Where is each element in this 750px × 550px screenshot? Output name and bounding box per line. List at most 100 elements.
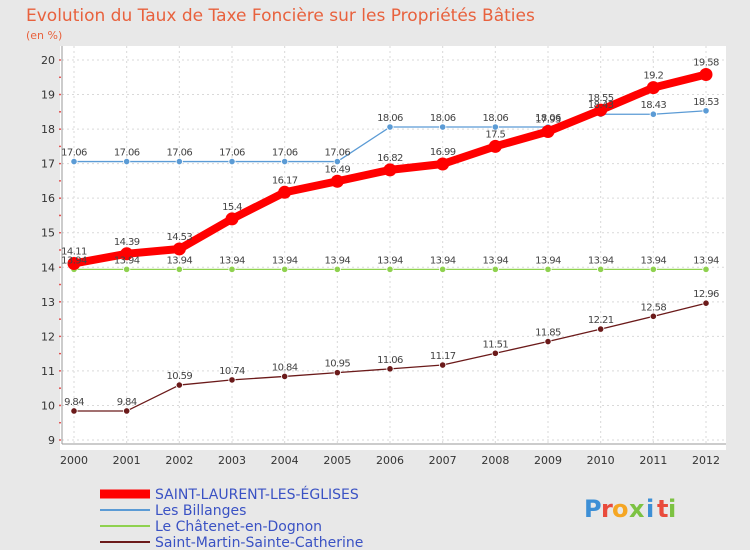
y-axis-tick-mark: [59, 387, 61, 390]
data-label: 13.94: [377, 255, 403, 266]
data-label: 13.94: [114, 255, 140, 266]
x-tick-label: 2012: [692, 454, 720, 467]
x-tick-label: 2009: [534, 454, 562, 467]
y-axis-tick-mark: [59, 59, 61, 61]
data-label: 18.53: [693, 97, 719, 108]
data-label: 13.94: [61, 255, 87, 266]
data-label: 18.06: [483, 113, 509, 124]
x-tick-label: 2001: [113, 454, 141, 467]
y-tick-label: 18: [41, 123, 55, 136]
logo-letter: o: [612, 495, 629, 523]
x-tick-label: 2006: [376, 454, 404, 467]
data-label: 17.06: [325, 148, 351, 159]
y-axis-tick-mark: [59, 180, 61, 182]
data-point: [597, 325, 605, 333]
logo-letter: i: [668, 495, 676, 523]
data-label: 16.82: [377, 153, 403, 164]
data-label: 11.06: [377, 355, 403, 366]
data-point: [491, 349, 499, 357]
logo-letter: t: [657, 495, 668, 523]
y-tick-label: 20: [41, 54, 55, 67]
x-tick-label: 2000: [60, 454, 88, 467]
data-point: [278, 185, 292, 199]
data-point: [228, 157, 236, 166]
data-point: [439, 265, 447, 273]
data-label: 11.17: [430, 351, 456, 362]
y-axis-tick-mark: [59, 404, 61, 407]
data-label: 17.5: [485, 129, 505, 140]
data-label: 13.94: [483, 255, 509, 266]
y-axis-tick-mark: [59, 352, 61, 355]
data-point: [386, 123, 394, 131]
legend-label: SAINT-LAURENT-LES-ÉGLISES: [155, 486, 359, 503]
y-axis-tick-mark: [59, 93, 61, 96]
y-tick-label: 17: [41, 158, 55, 171]
data-point: [175, 157, 183, 166]
y-tick-label: 14: [41, 261, 55, 274]
data-point: [333, 265, 341, 273]
x-tick-label: 2005: [323, 454, 351, 467]
x-tick-label: 2004: [271, 454, 299, 467]
data-point: [594, 103, 608, 117]
data-point: [70, 407, 78, 415]
logo-letter: r: [601, 495, 613, 523]
data-label: 13.94: [219, 255, 245, 266]
data-point: [436, 157, 450, 171]
y-axis-tick-mark: [59, 76, 61, 79]
y-tick-label: 16: [41, 192, 55, 205]
data-point: [281, 265, 289, 273]
y-tick-label: 10: [41, 399, 55, 412]
y-axis-tick-mark: [59, 145, 61, 148]
data-label: 12.58: [641, 302, 667, 313]
y-tick-label: 15: [41, 227, 55, 240]
y-tick-label: 11: [41, 365, 55, 378]
data-point: [702, 265, 710, 273]
y-axis-tick-mark: [59, 300, 61, 303]
y-axis-tick-mark: [59, 110, 61, 113]
x-tick-label: 2003: [218, 454, 246, 467]
unit-label: (en %): [26, 29, 62, 42]
y-axis-tick-mark: [59, 335, 61, 338]
y-axis-tick-mark: [59, 266, 61, 269]
data-label: 16.17: [272, 175, 298, 186]
data-label: 13.94: [167, 255, 193, 266]
data-label: 18.55: [588, 93, 614, 104]
data-label: 17.06: [114, 148, 140, 159]
data-point: [649, 265, 657, 273]
data-label: 13.94: [588, 255, 614, 266]
y-tick-label: 12: [41, 330, 55, 343]
data-point: [123, 157, 131, 166]
data-point: [491, 265, 499, 273]
data-label: 14.39: [114, 237, 140, 248]
data-labels: 9.84 9.84 10.59 10.74 10.84 10.95 11.06 11.17 11…: [61, 58, 719, 408]
x-tick-label: 2011: [639, 454, 667, 467]
data-point: [175, 265, 183, 273]
data-label: 13.94: [325, 255, 351, 266]
data-label: 17.06: [219, 148, 245, 159]
data-point: [172, 242, 186, 256]
legend-label: Saint-Martin-Sainte-Catherine: [155, 535, 363, 550]
legend-label: Les Billanges: [155, 503, 246, 519]
data-label: 11.51: [483, 339, 509, 350]
data-label: 16.49: [325, 164, 351, 175]
data-label: 19.58: [693, 58, 719, 69]
data-point: [544, 265, 552, 273]
data-point: [123, 265, 131, 273]
data-point: [225, 212, 239, 226]
data-label: 13.94: [430, 255, 456, 266]
data-label: 17.06: [167, 148, 193, 159]
y-axis-tick-mark: [59, 318, 61, 320]
y-tick-label: 19: [41, 89, 55, 102]
data-point: [699, 68, 713, 82]
data-point: [541, 125, 555, 139]
data-label: 13.94: [535, 255, 561, 266]
y-axis-tick-mark: [59, 370, 61, 372]
data-label: 18.06: [535, 113, 561, 124]
data-label: 12.96: [693, 289, 719, 300]
data-point: [333, 157, 341, 166]
data-label: 10.59: [167, 371, 193, 382]
data-label: 13.94: [272, 255, 298, 266]
data-point: [386, 365, 394, 373]
